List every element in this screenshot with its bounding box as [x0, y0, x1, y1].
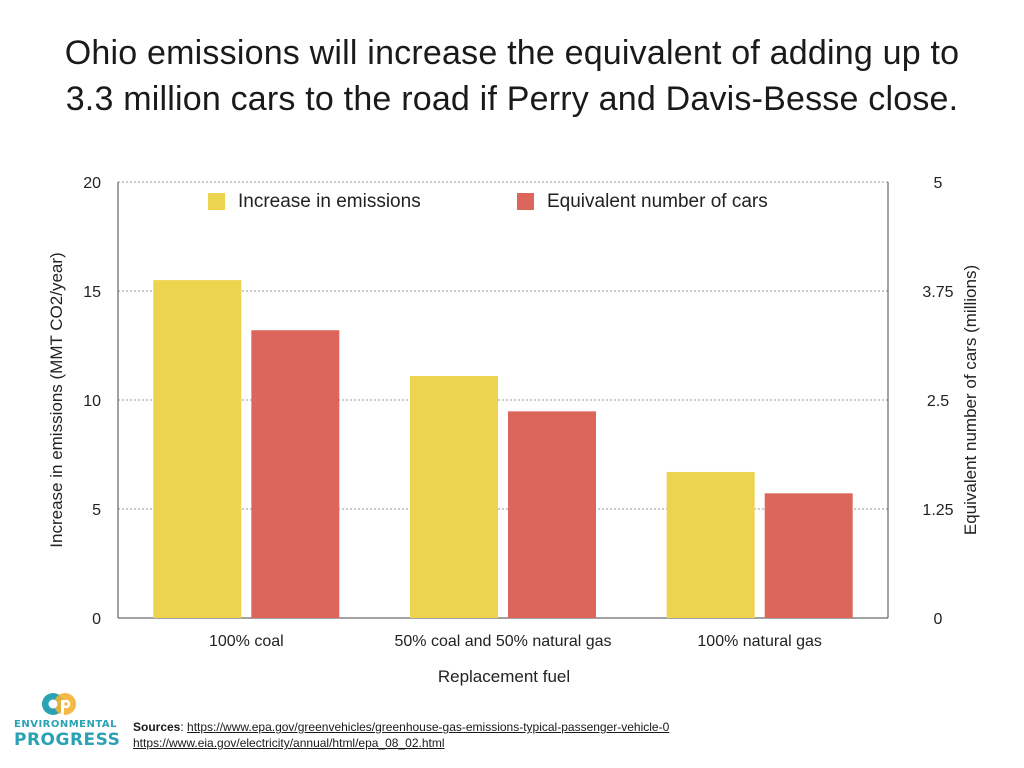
bar-emissions — [666, 471, 755, 618]
environmental-progress-logo: ENVIRONMENTAL PROGRESS — [14, 692, 121, 750]
bar-cars — [508, 411, 596, 618]
chart-title-line-1: Ohio emissions will increase the equival… — [64, 34, 960, 72]
y-right-axis-title: Equivalent number of cars (millions) — [961, 265, 980, 535]
bar-cars — [251, 330, 340, 618]
y-tick-label: 0 — [92, 611, 101, 628]
chart-title-line-2: 3.3 million cars to the road if Perry an… — [65, 80, 959, 118]
legend-swatch — [208, 193, 225, 210]
y-right-tick-label: 5 — [934, 175, 943, 192]
y-tick-label: 10 — [83, 393, 101, 410]
y-right-tick-label: 0 — [934, 611, 943, 628]
x-tick-label: 50% coal and 50% natural gas — [394, 633, 611, 650]
y-right-tick-label: 2.5 — [927, 393, 949, 410]
sources-footnote: Sources: https://www.epa.gov/greenvehicl… — [133, 719, 669, 751]
y-tick-label: 15 — [83, 284, 101, 301]
y-right-tick-label: 1.25 — [922, 502, 953, 519]
legend-swatch — [517, 193, 534, 210]
y-tick-label: 20 — [83, 175, 101, 192]
chart-title: Ohio emissions will increase the equival… — [0, 30, 1024, 122]
bar-emissions — [153, 280, 242, 618]
logo-text-progress: PROGRESS — [14, 730, 121, 750]
ep-logo-icon — [42, 693, 76, 715]
logo-text-environmental: ENVIRONMENTAL — [14, 719, 118, 730]
bar-emissions — [410, 376, 498, 618]
legend-label: Equivalent number of cars — [547, 191, 768, 212]
legend-label: Increase in emissions — [238, 191, 421, 212]
x-tick-label: 100% coal — [209, 633, 284, 650]
sources-label: Sources — [133, 720, 181, 734]
x-axis-title: Replacement fuel — [438, 667, 570, 686]
x-tick-label: 100% natural gas — [697, 633, 822, 650]
sources-colon: : — [180, 720, 188, 734]
y-right-tick-label: 3.75 — [922, 284, 953, 301]
y-tick-label: 5 — [92, 502, 101, 519]
y-axis-title: Increase in emissions (MMT CO2/year) — [47, 252, 66, 547]
bar-cars — [764, 493, 853, 618]
bar-chart: 0 0 5 1.25 10 2.5 15 3.75 20 5 100% coal 50% coal a… — [47, 175, 980, 686]
source-link-epa[interactable]: https://www.epa.gov/greenvehicles/greenh… — [187, 720, 670, 734]
source-link-eia[interactable]: https://www.eia.gov/electricity/annual/h… — [133, 736, 445, 750]
